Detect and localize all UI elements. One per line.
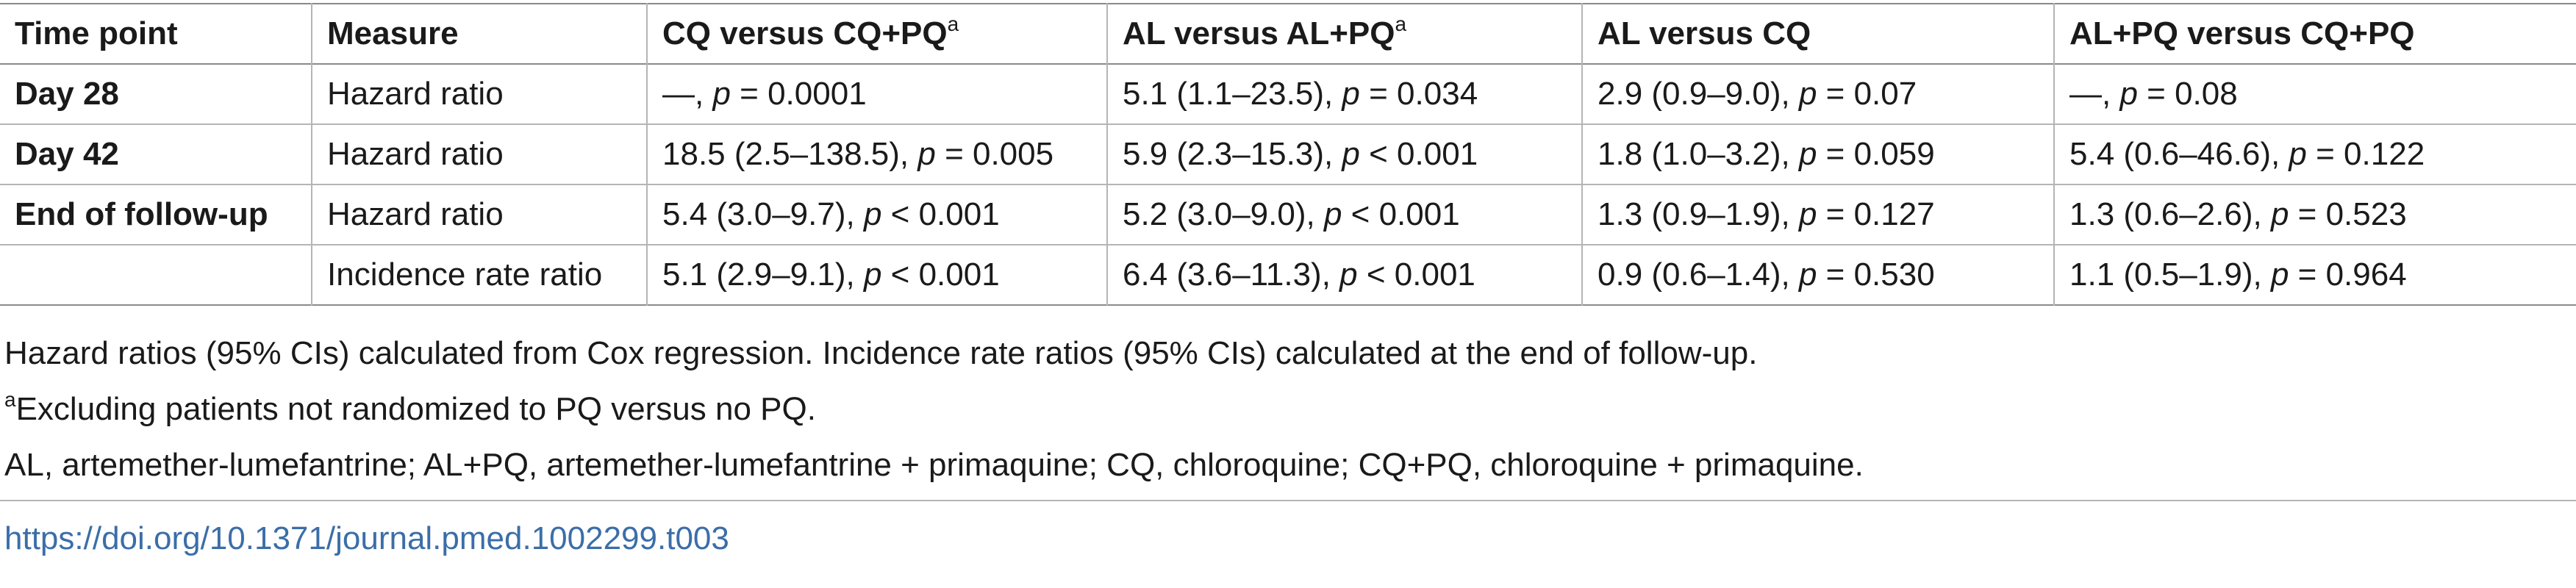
- note-abbreviations: AL, artemether-lumefantrine; AL+PQ, arte…: [4, 447, 1864, 483]
- estimate-text: —,: [662, 76, 713, 112]
- table-row: Incidence rate ratio 5.1 (2.9–9.1), p < 0…: [0, 245, 2576, 305]
- table-row: Day 42 Hazard ratio 18.5 (2.5–138.5), p = …: [0, 124, 2576, 184]
- header-cq-vs-cqpq: CQ versus CQ+PQa: [646, 4, 1107, 64]
- estimate-text: 18.5 (2.5–138.5),: [662, 136, 918, 172]
- cell-value: 1.8 (1.0–3.2), p = 0.059: [1581, 124, 2054, 184]
- estimate-text: 1.3 (0.9–1.9),: [1598, 196, 1799, 232]
- divider: [0, 500, 2576, 501]
- estimate-text: —,: [2069, 76, 2120, 112]
- estimate-text: 5.1 (1.1–23.5),: [1123, 76, 1342, 112]
- table-body: Day 28 Hazard ratio —, p = 0.0001 5.1 (1.1–…: [0, 64, 2576, 305]
- p-label: p: [2119, 76, 2138, 112]
- footnote-marker: a: [1395, 12, 1407, 35]
- p-value-text: < 0.001: [1357, 257, 1475, 293]
- estimate-text: 1.8 (1.0–3.2),: [1598, 136, 1799, 172]
- cell-value: 1.3 (0.6–2.6), p = 0.523: [2053, 184, 2576, 245]
- p-value-text: < 0.001: [1359, 136, 1478, 172]
- estimate-text: 5.9 (2.3–15.3),: [1123, 136, 1342, 172]
- header-al-vs-alpq: AL versus AL+PQa: [1106, 4, 1582, 64]
- p-label: p: [1342, 136, 1360, 172]
- p-value-text: = 0.0001: [730, 76, 867, 112]
- p-value-text: = 0.122: [2306, 136, 2425, 172]
- cell-time-point: [0, 245, 312, 305]
- cell-measure: Hazard ratio: [311, 64, 647, 124]
- p-value-text: < 0.001: [1342, 196, 1460, 232]
- p-label: p: [1323, 196, 1342, 232]
- cell-value: 1.1 (0.5–1.9), p = 0.964: [2053, 245, 2576, 305]
- cell-value: 2.9 (0.9–9.0), p = 0.07: [1581, 64, 2054, 124]
- p-value-text: = 0.530: [1817, 257, 1935, 293]
- cell-value: 5.9 (2.3–15.3), p < 0.001: [1106, 124, 1582, 184]
- p-value-text: = 0.059: [1817, 136, 1935, 172]
- header-cq-vs-cqpq-label: CQ versus CQ+PQ: [662, 15, 948, 51]
- p-value-text: = 0.07: [1817, 76, 1917, 112]
- estimate-text: 5.4 (3.0–9.7),: [662, 196, 864, 232]
- doi-link[interactable]: https://doi.org/10.1371/journal.pmed.100…: [4, 520, 729, 556]
- p-label: p: [2270, 196, 2289, 232]
- cell-measure: Incidence rate ratio: [311, 245, 647, 305]
- p-label: p: [1798, 196, 1817, 232]
- cell-time-point: End of follow-up: [15, 196, 268, 232]
- p-label: p: [1798, 76, 1817, 112]
- cell-value: 0.9 (0.6–1.4), p = 0.530: [1581, 245, 2054, 305]
- p-label: p: [712, 76, 731, 112]
- estimate-text: 1.1 (0.5–1.9),: [2069, 257, 2271, 293]
- p-label: p: [2270, 257, 2289, 293]
- p-label: p: [1798, 257, 1817, 293]
- estimate-text: 5.2 (3.0–9.0),: [1123, 196, 1324, 232]
- p-value-text: = 0.523: [2289, 196, 2407, 232]
- table-row: Day 28 Hazard ratio —, p = 0.0001 5.1 (1.1–…: [0, 64, 2576, 124]
- p-label: p: [863, 196, 882, 232]
- p-value-text: = 0.034: [1359, 76, 1478, 112]
- estimate-text: 5.1 (2.9–9.1),: [662, 257, 864, 293]
- p-label: p: [1339, 257, 1358, 293]
- p-value-text: < 0.001: [881, 257, 1000, 293]
- cell-value: 5.1 (2.9–9.1), p < 0.001: [646, 245, 1107, 305]
- cell-value: 1.3 (0.9–1.9), p = 0.127: [1581, 184, 2054, 245]
- p-label: p: [917, 136, 936, 172]
- p-value-text: < 0.001: [881, 196, 1000, 232]
- cell-value: —, p = 0.08: [2053, 64, 2576, 124]
- results-table: Time point Measure CQ versus CQ+PQa AL v…: [0, 3, 2576, 306]
- header-row: Time point Measure CQ versus CQ+PQa AL v…: [0, 4, 2576, 64]
- cell-value: 5.4 (0.6–46.6), p = 0.122: [2053, 124, 2576, 184]
- header-al-vs-cq: AL versus CQ: [1581, 4, 2054, 64]
- cell-value: 5.1 (1.1–23.5), p = 0.034: [1106, 64, 1582, 124]
- cell-value: 5.2 (3.0–9.0), p < 0.001: [1106, 184, 1582, 245]
- header-alpq-vs-cqpq: AL+PQ versus CQ+PQ: [2053, 4, 2576, 64]
- header-time-point: Time point: [15, 15, 178, 51]
- p-value-text: = 0.005: [935, 136, 1054, 172]
- table-row: End of follow-up Hazard ratio 5.4 (3.0–9.7…: [0, 184, 2576, 245]
- cell-time-point: Day 42: [15, 136, 119, 172]
- footnote-marker: a: [947, 12, 959, 35]
- estimate-text: 0.9 (0.6–1.4),: [1598, 257, 1799, 293]
- estimate-text: 5.4 (0.6–46.6),: [2069, 136, 2289, 172]
- cell-value: —, p = 0.0001: [646, 64, 1107, 124]
- note-footnote-a-text: Excluding patients not randomized to PQ …: [15, 391, 816, 427]
- header-measure: Measure: [311, 4, 647, 64]
- cell-value: 6.4 (3.6–11.3), p < 0.001: [1106, 245, 1582, 305]
- p-value-text: = 0.964: [2289, 257, 2407, 293]
- p-label: p: [1798, 136, 1817, 172]
- p-label: p: [863, 257, 882, 293]
- header-al-vs-alpq-label: AL versus AL+PQ: [1123, 15, 1395, 51]
- estimate-text: 2.9 (0.9–9.0),: [1598, 76, 1799, 112]
- estimate-text: 6.4 (3.6–11.3),: [1123, 257, 1340, 293]
- note-abbrev-method: Hazard ratios (95% CIs) calculated from …: [4, 335, 1758, 371]
- cell-measure: Hazard ratio: [311, 124, 647, 184]
- table-notes: Hazard ratios (95% CIs) calculated from …: [4, 335, 1864, 503]
- p-label: p: [2289, 136, 2307, 172]
- p-value-text: = 0.08: [2137, 76, 2238, 112]
- cell-measure: Hazard ratio: [311, 184, 647, 245]
- cell-value: 5.4 (3.0–9.7), p < 0.001: [646, 184, 1107, 245]
- p-label: p: [1342, 76, 1360, 112]
- cell-time-point: Day 28: [15, 76, 119, 112]
- p-value-text: = 0.127: [1817, 196, 1935, 232]
- cell-value: 18.5 (2.5–138.5), p = 0.005: [646, 124, 1107, 184]
- estimate-text: 1.3 (0.6–2.6),: [2069, 196, 2271, 232]
- note-footnote-a: aExcluding patients not randomized to PQ…: [4, 388, 1864, 428]
- footnote-marker: a: [4, 388, 16, 411]
